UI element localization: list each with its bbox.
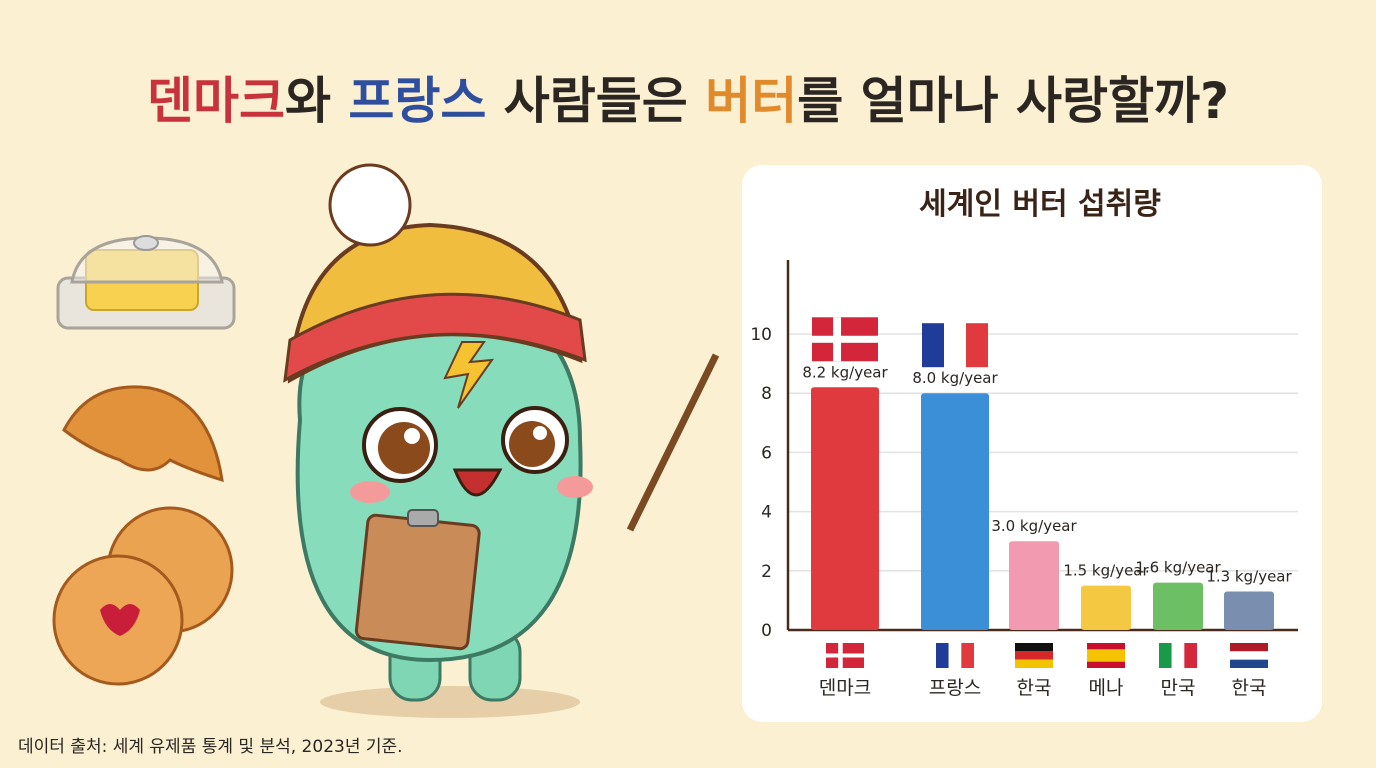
x-tick-label: 메나 <box>1089 677 1124 699</box>
x-tick-label: 덴마크 <box>819 677 871 699</box>
illustration <box>52 163 720 718</box>
flag <box>812 335 878 343</box>
flag <box>948 643 962 668</box>
data-label: 1.5 kg/year <box>1063 562 1149 580</box>
x-tick-label: 한국 <box>1017 677 1052 699</box>
y-tick-label: 6 <box>761 443 772 463</box>
flag <box>1015 651 1053 660</box>
bar <box>921 393 989 630</box>
data-label: 1.6 kg/year <box>1135 559 1221 577</box>
flag <box>1230 659 1268 668</box>
y-tick-label: 8 <box>761 384 772 404</box>
title-part: 버터 <box>705 72 797 130</box>
bar <box>1009 541 1059 630</box>
flag <box>922 323 944 368</box>
flag <box>1171 643 1185 668</box>
bar <box>1224 591 1274 630</box>
flag <box>944 323 966 368</box>
flag <box>1184 643 1197 668</box>
x-tick-label: 프랑스 <box>929 677 981 699</box>
title-part: 사람들은 <box>486 72 705 130</box>
y-tick-label: 2 <box>761 562 772 582</box>
data-label: 1.3 kg/year <box>1206 568 1292 586</box>
flag <box>936 643 949 668</box>
data-label: 8.2 kg/year <box>802 363 888 381</box>
chart-title: 세계인 버터 섭취량 <box>919 187 1161 222</box>
flag <box>1230 651 1268 660</box>
title-part: 덴마크 <box>147 72 285 130</box>
flag <box>1015 643 1053 652</box>
title-part: 프랑스 <box>348 72 486 130</box>
flag <box>1159 643 1172 668</box>
x-tick-label: 한국 <box>1232 677 1267 699</box>
bar <box>1081 585 1131 630</box>
bar <box>1153 582 1203 630</box>
y-tick-label: 10 <box>750 325 772 345</box>
flag <box>966 323 988 368</box>
flag <box>961 643 974 668</box>
page-title: 덴마크와 프랑스 사람들은 버터를 얼마나 사랑할까? <box>147 72 1229 130</box>
flag <box>826 653 864 658</box>
y-tick-label: 4 <box>761 503 772 523</box>
title-part: 를 얼마나 사랑할까? <box>797 72 1229 130</box>
y-tick-label: 0 <box>761 621 772 641</box>
title-part: 와 <box>285 72 348 130</box>
source-note: 데이터 출처: 세계 유제품 통계 및 분석, 2023년 기준. <box>18 737 403 757</box>
flag <box>1015 659 1053 668</box>
x-tick-label: 만국 <box>1161 677 1196 699</box>
flag <box>1230 643 1268 652</box>
flag <box>1087 649 1125 662</box>
data-label: 8.0 kg/year <box>912 369 998 387</box>
bar <box>811 387 879 630</box>
data-label: 3.0 kg/year <box>991 517 1077 535</box>
